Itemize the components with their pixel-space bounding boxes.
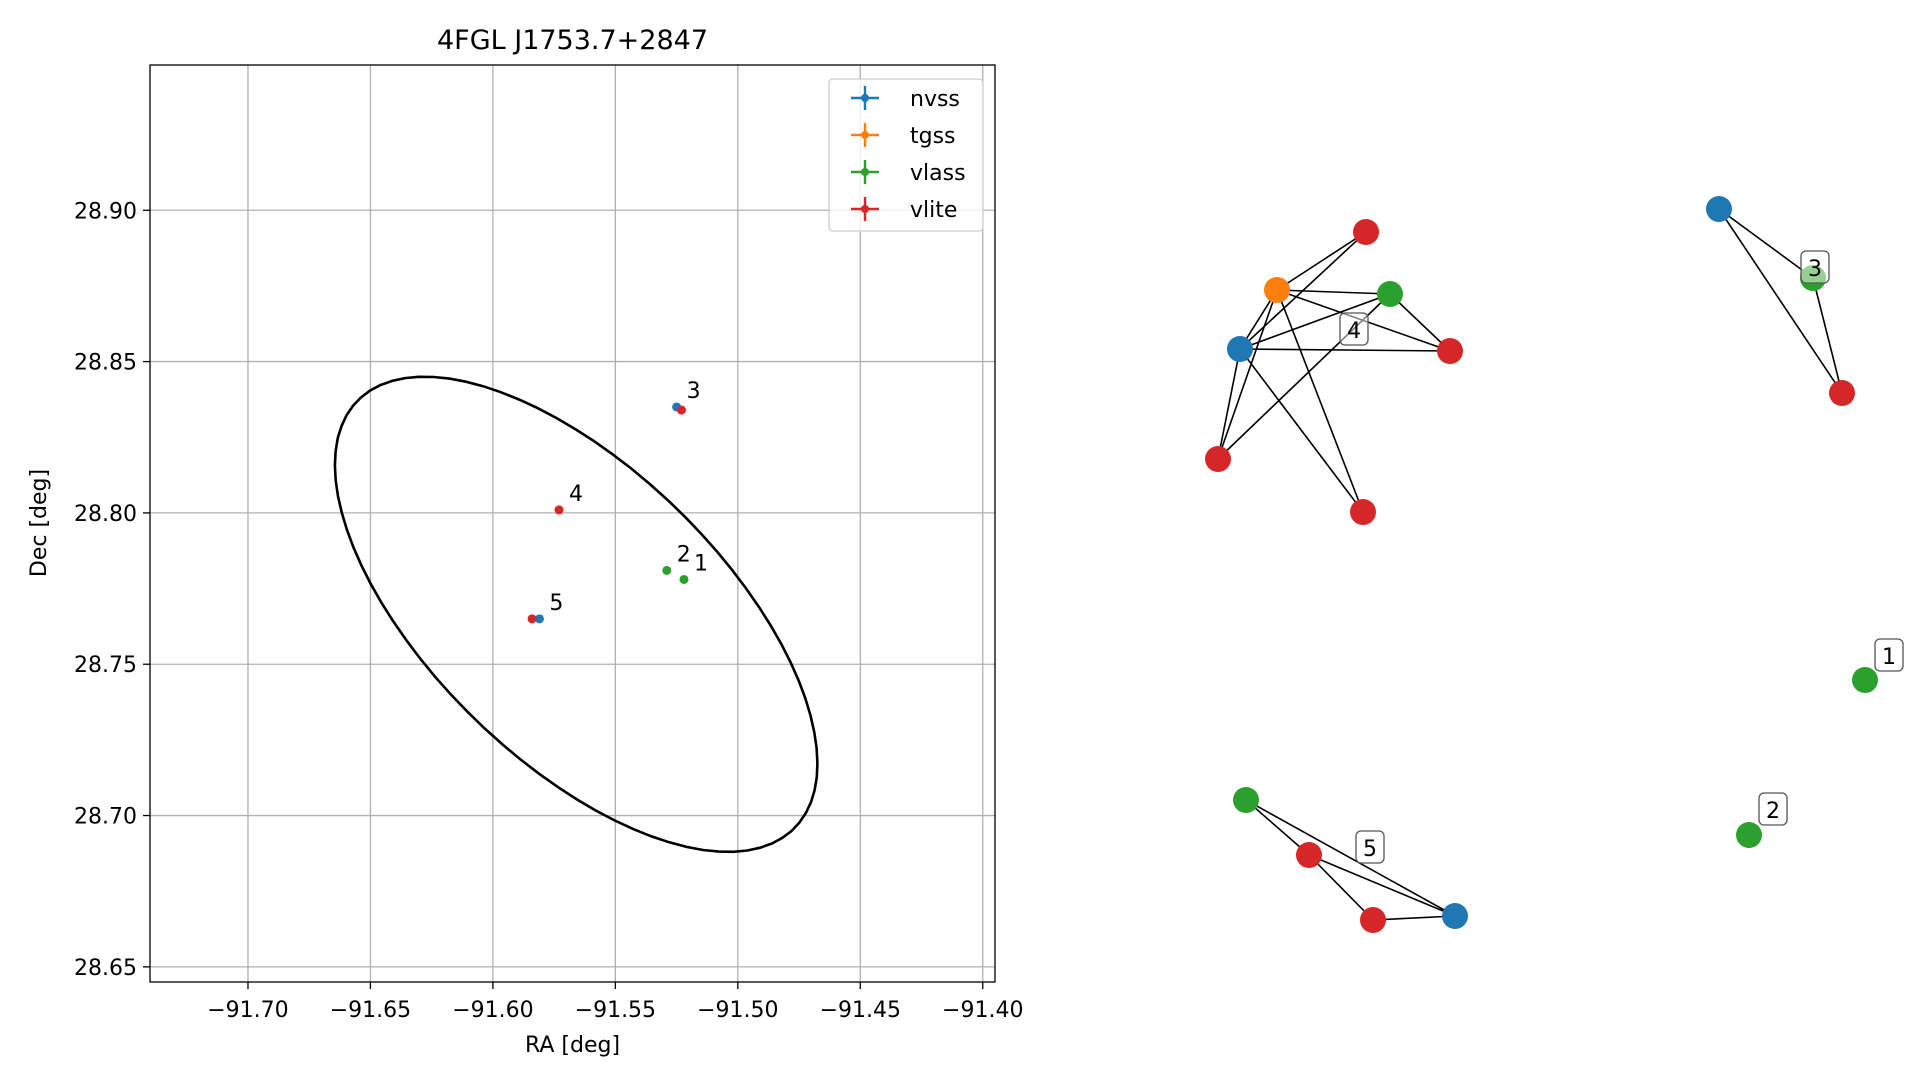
legend-marker-dot — [861, 205, 869, 213]
graph-node-vlite — [1205, 446, 1231, 472]
chart-title: 4FGL J1753.7+2847 — [437, 25, 708, 56]
point-vlass — [679, 574, 689, 584]
point-vlite — [676, 405, 686, 415]
point-label: 2 — [677, 542, 691, 567]
cluster-label: 5 — [1363, 837, 1377, 862]
graph-edges — [1217, 208, 1843, 921]
cluster-label-box — [1758, 792, 1788, 826]
point-label: 3 — [687, 379, 701, 404]
graph-node-nvss — [1442, 903, 1468, 929]
x-tick-label: −91.60 — [452, 998, 533, 1023]
graph-node-vlite — [1829, 380, 1855, 406]
graph-node-vlass — [1233, 787, 1259, 813]
point-vlite — [554, 505, 564, 515]
x-tick-label: −91.45 — [820, 998, 901, 1023]
graph-edge — [1217, 289, 1278, 460]
data-points — [527, 402, 689, 624]
graph-edge — [1239, 293, 1391, 350]
cluster-label-box — [1339, 312, 1369, 346]
graph-edge — [1245, 799, 1310, 856]
y-tick-label: 28.80 — [74, 502, 137, 527]
graph-edge — [1239, 348, 1451, 352]
cluster-label: 1 — [1882, 645, 1896, 670]
graph-node-vlass — [1736, 822, 1762, 848]
graph-node-vlass — [1852, 667, 1878, 693]
point-nvss — [534, 614, 544, 624]
cluster-label: 2 — [1766, 799, 1780, 824]
graph-edge — [1389, 293, 1451, 352]
axis-ticks: −91.70 −91.65 −91.60 −91.55 −91.50 −91.45 −91.… — [74, 199, 1023, 1023]
graph-node-nvss — [1706, 196, 1732, 222]
x-tick-label: −91.50 — [697, 998, 778, 1023]
point-labels: 3 4 2 1 5 — [549, 379, 708, 616]
legend-label-tgss: tgss — [910, 124, 956, 149]
cluster-label: 4 — [1347, 319, 1361, 344]
cluster-label-box — [1874, 638, 1904, 672]
y-tick-label: 28.70 — [74, 805, 137, 830]
graph-edge — [1245, 799, 1456, 917]
graph-edge — [1308, 854, 1456, 917]
point-vlite — [527, 614, 537, 624]
graph-edge — [1217, 348, 1241, 460]
graph-node-vlite — [1437, 338, 1463, 364]
plot-frame — [149, 64, 996, 983]
error-ellipse — [333, 375, 819, 854]
point-label: 4 — [569, 482, 583, 507]
y-axis-label: Dec [deg] — [27, 469, 52, 577]
error-ellipse-layer — [333, 375, 819, 854]
graph-edge — [1372, 915, 1456, 921]
legend-marker-dot — [861, 94, 869, 102]
graph-node-nvss — [1227, 336, 1253, 362]
graph-node-vlite — [1353, 219, 1379, 245]
graph-edge — [1308, 854, 1374, 921]
y-tick-label: 28.85 — [74, 351, 137, 376]
graph-nodes — [1205, 196, 1878, 933]
graph-node-vlite — [1350, 499, 1376, 525]
x-tick-label: −91.70 — [207, 998, 288, 1023]
legend-frame — [828, 78, 984, 232]
scatter-plot: 342 15 −91.70 −91.65 −91.60 −91.55 −91.50 −91.… — [27, 25, 1023, 1058]
cluster-labels: 4 3 5 1 2 — [1339, 250, 1904, 864]
legend-marker-dot — [861, 168, 869, 176]
graph-edge — [1718, 208, 1814, 279]
cluster-label: 3 — [1808, 257, 1822, 282]
x-tick-label: −91.40 — [942, 998, 1023, 1023]
cluster-label-box — [1800, 250, 1830, 284]
cluster-label-box — [1355, 830, 1385, 864]
graph-node-vlite — [1296, 842, 1322, 868]
y-tick-label: 28.65 — [74, 956, 137, 981]
graph-edge — [1812, 277, 1843, 394]
graph-node-tgss — [1264, 277, 1290, 303]
x-tick-label: −91.65 — [330, 998, 411, 1023]
graph-edge — [1276, 289, 1364, 513]
legend-marker-dot — [861, 131, 869, 139]
graph-node-vlass — [1377, 281, 1403, 307]
y-tick-label: 28.75 — [74, 653, 137, 678]
y-tick-label: 28.90 — [74, 199, 137, 224]
graph-edge — [1239, 348, 1364, 513]
graph-edge — [1718, 208, 1843, 394]
network-graph: 4 3 5 1 2 — [1205, 196, 1904, 933]
legend-label-vlass: vlass — [910, 161, 966, 186]
point-vlass — [662, 565, 672, 575]
graph-edge — [1276, 231, 1367, 291]
point-label: 1 — [694, 551, 708, 576]
legend-label-vlite: vlite — [910, 198, 957, 223]
legend: nvss tgss vlass vlite — [828, 78, 984, 232]
point-label: 5 — [549, 591, 563, 616]
x-tick-label: −91.55 — [575, 998, 656, 1023]
x-axis-label: RA [deg] — [525, 1033, 620, 1058]
graph-node-vlite — [1360, 907, 1386, 933]
graph-edge — [1276, 289, 1391, 295]
legend-label-nvss: nvss — [910, 87, 960, 112]
